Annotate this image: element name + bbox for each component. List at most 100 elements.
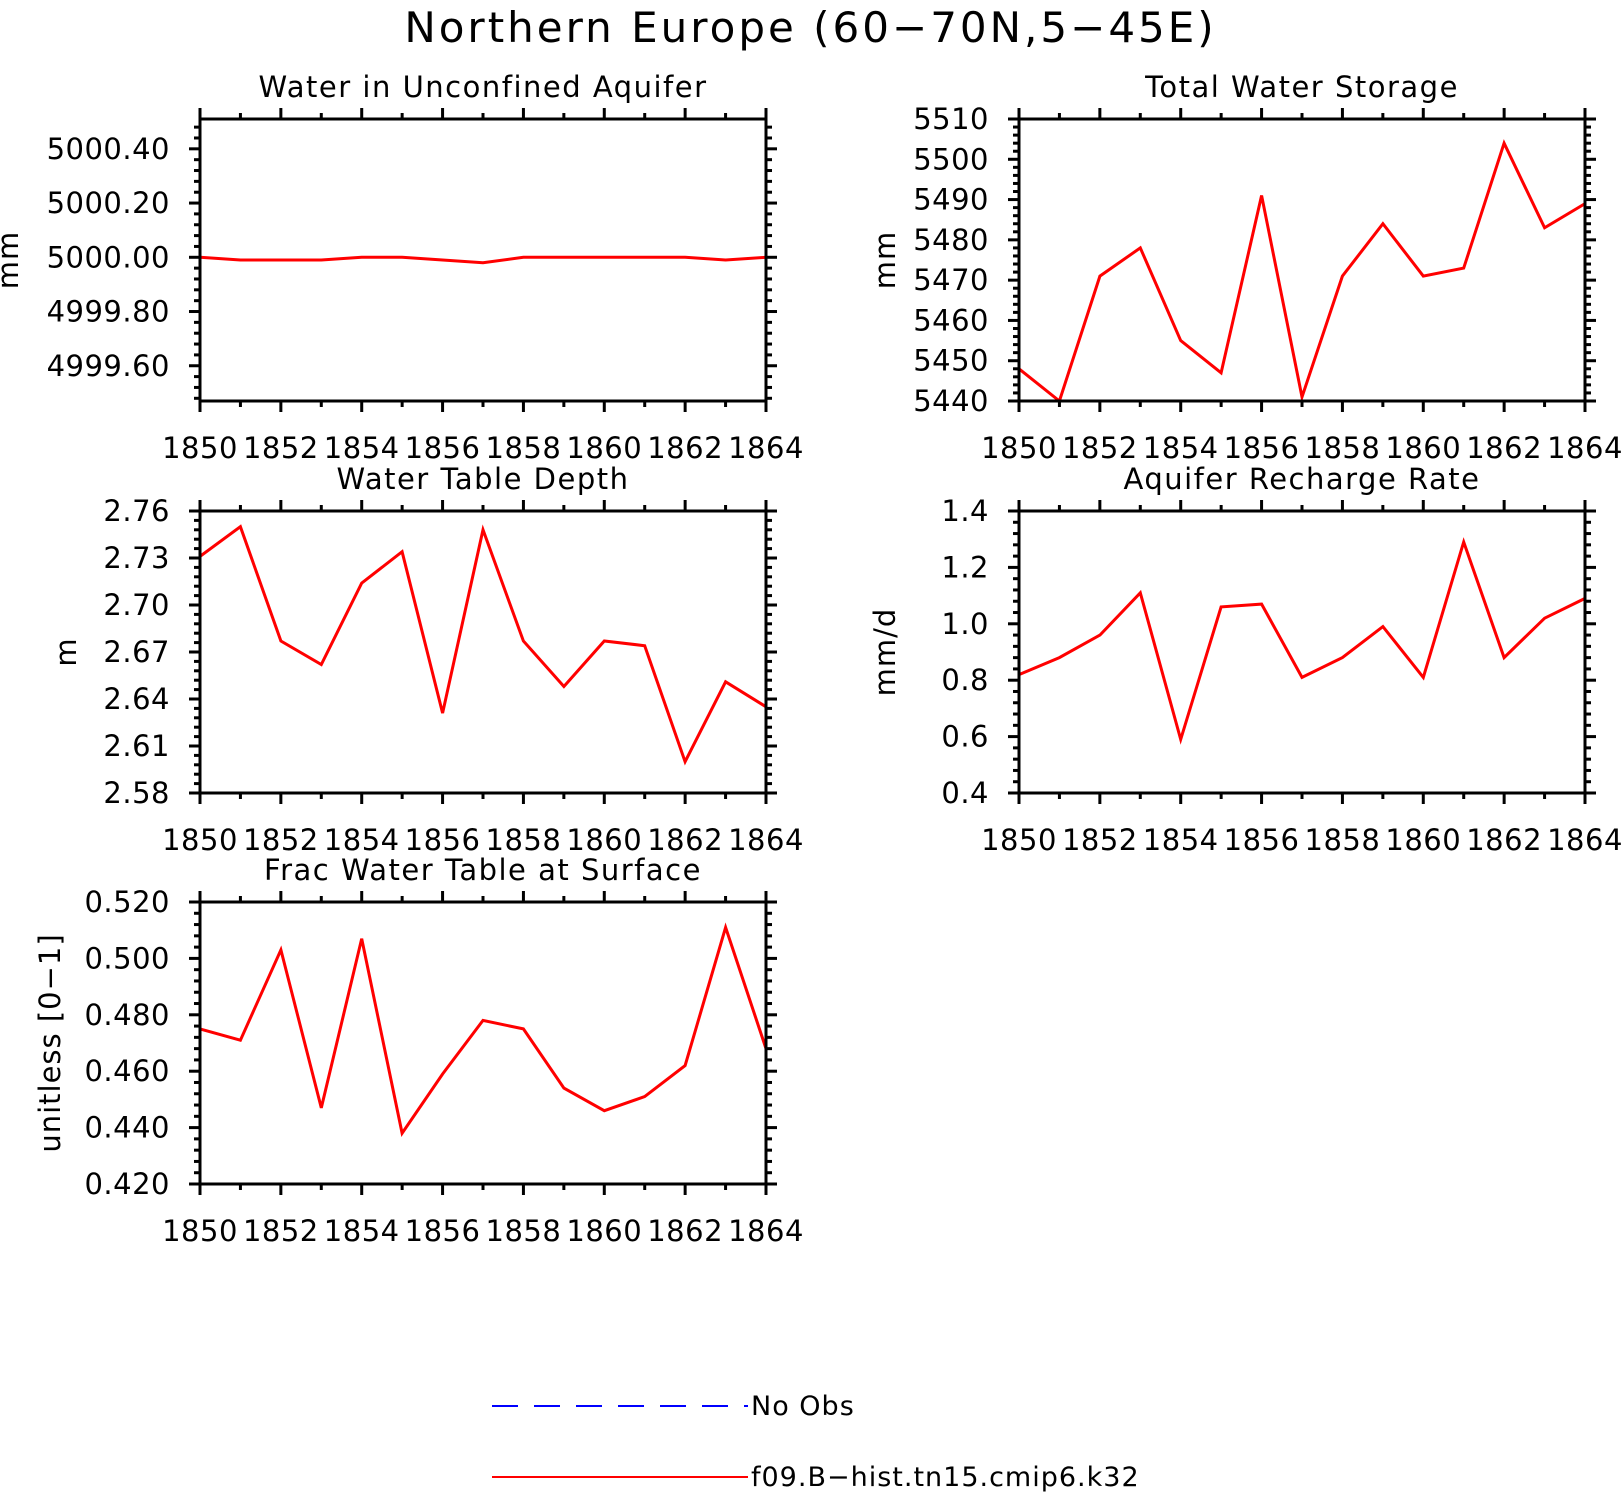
y-tick-label: 0.8: [941, 663, 989, 697]
x-tick-label: 1856: [405, 431, 481, 465]
legend-obs-label: No Obs: [751, 1391, 855, 1422]
y-tick-label: 0.480: [84, 998, 170, 1032]
x-tick-label: 1858: [1305, 431, 1381, 465]
x-tick-label: 1862: [647, 431, 723, 465]
x-tick-label: 1858: [1305, 823, 1381, 857]
y-axis-label: unitless [0−1]: [33, 933, 67, 1152]
x-tick-label: 1856: [405, 823, 481, 857]
y-tick-label: 5000.40: [47, 132, 170, 166]
x-tick-label: 1864: [728, 1214, 804, 1248]
panel-title: Aquifer Recharge Rate: [1123, 462, 1480, 496]
x-tick-label: 1854: [324, 823, 400, 857]
plot-frame: [1017, 117, 1587, 403]
y-tick-label: 2.67: [103, 635, 170, 669]
y-tick-label: 4999.60: [47, 349, 170, 383]
y-tick-label: 5450: [913, 344, 989, 378]
series-line: [1019, 139, 1585, 401]
x-tick-label: 1858: [486, 1214, 562, 1248]
x-tick-label: 1852: [243, 431, 319, 465]
y-tick-label: 0.520: [84, 885, 170, 919]
plot-frame: [198, 117, 768, 403]
x-tick-label: 1852: [1062, 823, 1138, 857]
y-tick-label: 4999.80: [47, 295, 170, 329]
x-tick-label: 1862: [647, 1214, 723, 1248]
y-tick-label: 5500: [913, 142, 989, 176]
x-tick-label: 1854: [1143, 431, 1219, 465]
x-tick-label: 1862: [647, 823, 723, 857]
x-tick-label: 1858: [486, 823, 562, 857]
panel-recharge: Aquifer Recharge Rate 1850 1852 1854 1856 185…: [868, 462, 1621, 857]
y-tick-label: 5490: [913, 183, 989, 217]
y-tick-label: 5460: [913, 303, 989, 337]
plot-frame: [1017, 509, 1587, 795]
panel-title: Frac Water Table at Surface: [264, 853, 702, 887]
panel-title: Water in Unconfined Aquifer: [258, 70, 707, 104]
x-tick-label: 1856: [1224, 431, 1300, 465]
y-tick-label: 5000.00: [47, 240, 170, 274]
x-tick-label: 1864: [728, 431, 804, 465]
x-tick-label: 1850: [981, 431, 1057, 465]
y-tick-label: 0.6: [941, 720, 989, 754]
x-tick-label: 1862: [1466, 431, 1542, 465]
plot-frame: [198, 900, 768, 1186]
y-tick-label: 0.460: [84, 1054, 170, 1088]
y-axis-label: mm: [0, 231, 25, 290]
x-tick-label: 1854: [1143, 823, 1219, 857]
x-tick-label: 1852: [243, 823, 319, 857]
y-tick-label: 5510: [913, 102, 989, 136]
y-tick-label: 0.4: [941, 776, 989, 810]
x-tick-label: 1860: [1385, 431, 1461, 465]
y-axis-label: mm: [868, 231, 902, 290]
x-tick-label: 1862: [1466, 823, 1542, 857]
series-line: [1019, 537, 1585, 745]
x-tick-label: 1858: [486, 431, 562, 465]
y-tick-label: 0.420: [84, 1167, 170, 1201]
y-tick-label: 5000.20: [47, 186, 170, 220]
x-tick-label: 1854: [324, 1214, 400, 1248]
y-tick-label: 0.440: [84, 1111, 170, 1145]
y-tick-label: 2.58: [103, 776, 170, 810]
legend-model-label: f09.B−hist.tn15.cmip6.k32: [751, 1462, 1140, 1493]
y-axis-label: mm/d: [868, 608, 902, 697]
y-tick-label: 5480: [913, 223, 989, 257]
x-tick-label: 1860: [1385, 823, 1461, 857]
x-tick-label: 1850: [162, 431, 238, 465]
x-tick-label: 1864: [1547, 431, 1621, 465]
x-tick-label: 1854: [324, 431, 400, 465]
y-tick-label: 1.2: [941, 550, 989, 584]
y-tick-label: 0.500: [84, 941, 170, 975]
series-line: [200, 524, 766, 766]
x-tick-label: 1856: [1224, 823, 1300, 857]
panel-title: Total Water Storage: [1144, 70, 1459, 104]
y-tick-label: 2.61: [103, 729, 170, 763]
legend: No Obs f09.B−hist.tn15.cmip6.k32: [492, 1391, 1140, 1493]
x-tick-label: 1864: [1547, 823, 1621, 857]
x-tick-label: 1852: [243, 1214, 319, 1248]
series-line: [200, 922, 766, 1137]
x-tick-label: 1850: [981, 823, 1057, 857]
x-tick-label: 1860: [566, 431, 642, 465]
x-tick-label: 1850: [162, 1214, 238, 1248]
x-tick-label: 1856: [405, 1214, 481, 1248]
y-tick-label: 2.64: [103, 682, 170, 716]
y-tick-label: 5470: [913, 263, 989, 297]
x-tick-label: 1860: [566, 1214, 642, 1248]
y-tick-label: 5440: [913, 384, 989, 418]
panel-title: Water Table Depth: [337, 462, 630, 496]
y-axis-label: m: [49, 637, 83, 666]
plot-frame: [198, 509, 768, 795]
y-tick-label: 2.76: [103, 494, 170, 528]
y-tick-label: 2.73: [103, 541, 170, 575]
series-line: [200, 255, 766, 265]
x-tick-label: 1850: [162, 823, 238, 857]
y-tick-label: 2.70: [103, 588, 170, 622]
x-tick-label: 1864: [728, 823, 804, 857]
x-tick-label: 1852: [1062, 431, 1138, 465]
x-tick-label: 1860: [566, 823, 642, 857]
y-tick-label: 1.4: [941, 494, 989, 528]
